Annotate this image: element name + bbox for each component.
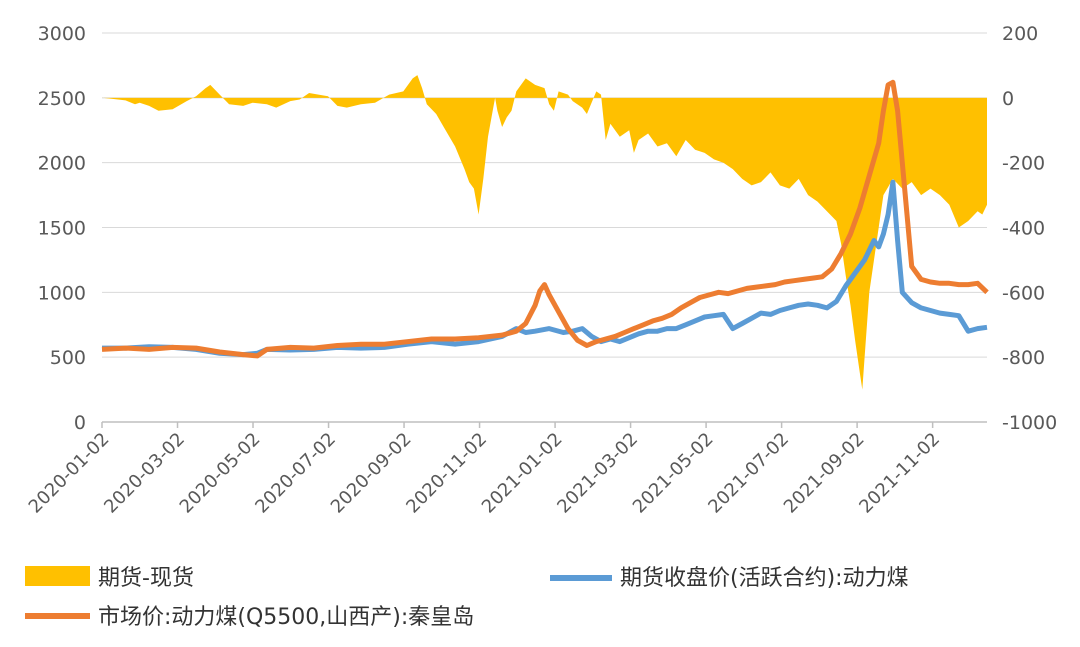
y-right-tick-4: -600: [1002, 282, 1045, 304]
x-tick-label-3: 2020-07-02: [251, 429, 340, 518]
left-y-axis-ticks: 3000 2500 2000 1500 1000 500 0: [38, 23, 86, 434]
x-tick-label-1: 2020-03-02: [100, 429, 189, 518]
legend-swatch-futures-spot: [25, 566, 90, 586]
x-tick-label-10: 2021-09-02: [780, 429, 869, 518]
y-right-tick-1: 0: [1002, 88, 1014, 110]
y-left-tick-4: 1000: [38, 282, 86, 304]
y-right-tick-5: -800: [1002, 347, 1045, 369]
legend-label-futures-close: 期货收盘价(活跃合约):动力煤: [620, 566, 909, 591]
series-lines: [101, 79, 989, 359]
x-tick-label-4: 2020-09-02: [327, 429, 416, 518]
area-futures-minus-spot: [102, 75, 987, 390]
y-right-tick-3: -400: [1002, 218, 1045, 240]
x-tick-label-11: 2021-11-02: [855, 429, 944, 518]
legend-label-market-price: 市场价:动力煤(Q5500,山西产):秦皇岛: [98, 605, 474, 630]
x-axis-ticks: 2020-01-022020-03-022020-05-022020-07-02…: [25, 422, 944, 518]
x-tick-label-0: 2020-01-02: [25, 429, 114, 518]
y-left-tick-5: 500: [50, 347, 86, 369]
x-tick-label-8: 2021-05-02: [629, 429, 718, 518]
y-right-tick-6: -1000: [1002, 412, 1057, 434]
x-tick-label-6: 2021-01-02: [478, 429, 567, 518]
legend: 期货-现货 期货收盘价(活跃合约):动力煤 市场价:动力煤(Q5500,山西产)…: [25, 566, 909, 630]
x-tick-label-2: 2020-05-02: [176, 429, 265, 518]
line-market-price: [101, 79, 989, 359]
y-right-tick-2: -200: [1002, 153, 1045, 175]
y-left-tick-1: 2500: [38, 88, 86, 110]
x-tick-label-9: 2021-07-02: [704, 429, 793, 518]
futures-minus-spot-area: [102, 75, 987, 390]
legend-label-futures-spot: 期货-现货: [98, 566, 194, 591]
y-left-tick-6: 0: [74, 412, 86, 434]
x-tick-label-7: 2021-03-02: [553, 429, 642, 518]
line-futures-close: [102, 179, 988, 358]
y-left-tick-3: 1500: [38, 218, 86, 240]
y-right-tick-0: 200: [1002, 23, 1038, 45]
y-left-tick-0: 3000: [38, 23, 86, 45]
right-y-axis-ticks: 200 0 -200 -400 -600 -800 -1000: [1002, 23, 1057, 434]
x-tick-label-5: 2020-11-02: [402, 429, 491, 518]
y-left-tick-2: 2000: [38, 153, 86, 175]
